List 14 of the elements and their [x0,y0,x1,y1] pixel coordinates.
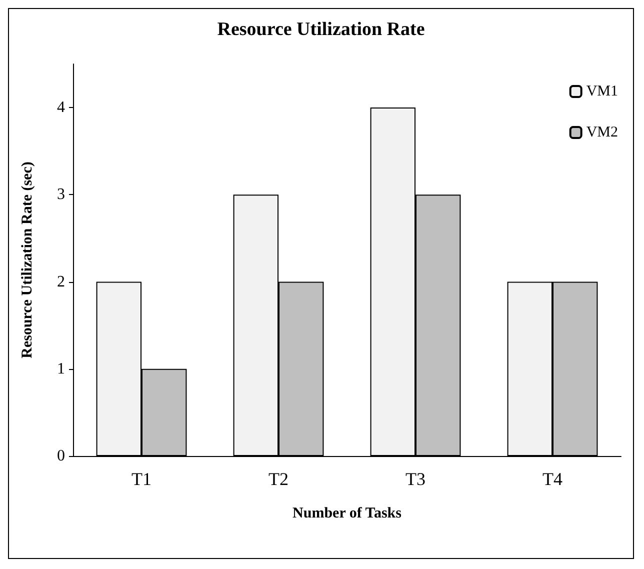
y-tick-label: 2 [57,273,65,290]
y-tick-label: 0 [57,448,65,464]
x-tick-label: T1 [132,469,152,489]
chart-title: Resource Utilization Rate [217,19,425,40]
legend-label: VM2 [586,124,618,140]
y-tick-label: 1 [57,360,65,378]
x-tick-label: T2 [268,469,288,489]
x-axis-title: Number of Tasks [292,506,402,522]
x-tick-label: T4 [542,469,562,489]
legend-label: VM1 [586,84,618,100]
y-axis-title: Resource Utilization Rate (sec) [20,162,36,358]
y-tick-label: 4 [57,99,65,116]
y-tick-label: 3 [57,186,65,204]
x-tick-label: T3 [406,469,426,489]
